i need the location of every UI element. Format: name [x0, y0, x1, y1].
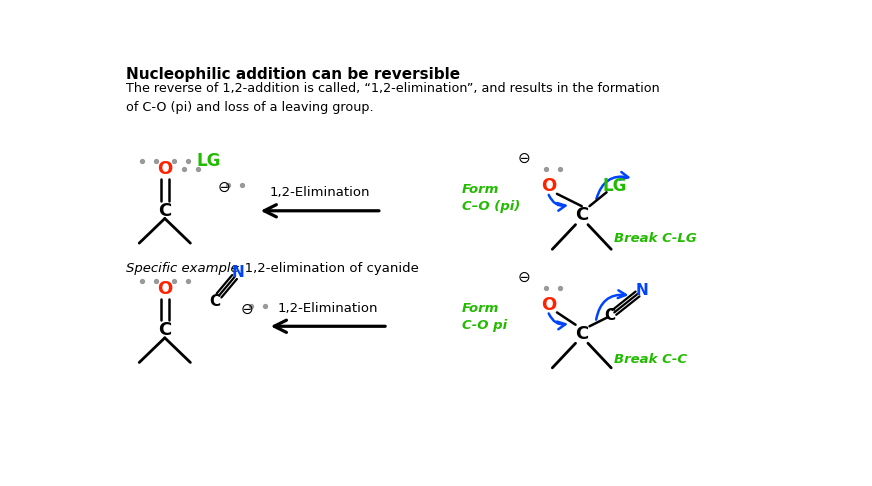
Text: 1,2-Elimination: 1,2-Elimination	[277, 302, 378, 315]
Text: N: N	[231, 265, 244, 280]
Text: O: O	[157, 160, 173, 178]
Text: ⊖: ⊖	[241, 302, 254, 317]
Text: C: C	[208, 294, 220, 309]
Text: LG: LG	[196, 153, 221, 171]
Text: ⊖: ⊖	[217, 180, 230, 195]
Text: N: N	[636, 283, 649, 298]
Text: Form
C-O pi: Form C-O pi	[461, 302, 507, 332]
Text: C: C	[604, 308, 616, 323]
Text: C: C	[158, 321, 172, 339]
Text: The reverse of 1,2-addition is called, “1,2-elimination”, and results in the for: The reverse of 1,2-addition is called, “…	[126, 82, 660, 114]
Text: 1,2-Elimination: 1,2-Elimination	[269, 186, 370, 199]
Text: Specific example: Specific example	[126, 261, 239, 275]
Text: C: C	[158, 202, 172, 220]
Text: C: C	[576, 325, 589, 343]
Text: LG: LG	[602, 177, 626, 195]
Text: Break C-C: Break C-C	[614, 353, 687, 366]
Text: O: O	[542, 177, 557, 195]
Text: Nucleophilic addition can be reversible: Nucleophilic addition can be reversible	[126, 67, 460, 82]
Text: O: O	[157, 279, 173, 297]
Text: : 1,2-elimination of cyanide: : 1,2-elimination of cyanide	[236, 261, 419, 275]
Text: Break C-LG: Break C-LG	[614, 232, 697, 245]
Text: ⊖: ⊖	[518, 151, 531, 166]
Text: ⊖: ⊖	[518, 270, 531, 284]
Text: Form
C–O (pi): Form C–O (pi)	[461, 183, 520, 213]
Text: C: C	[576, 207, 589, 225]
Text: O: O	[542, 295, 557, 314]
